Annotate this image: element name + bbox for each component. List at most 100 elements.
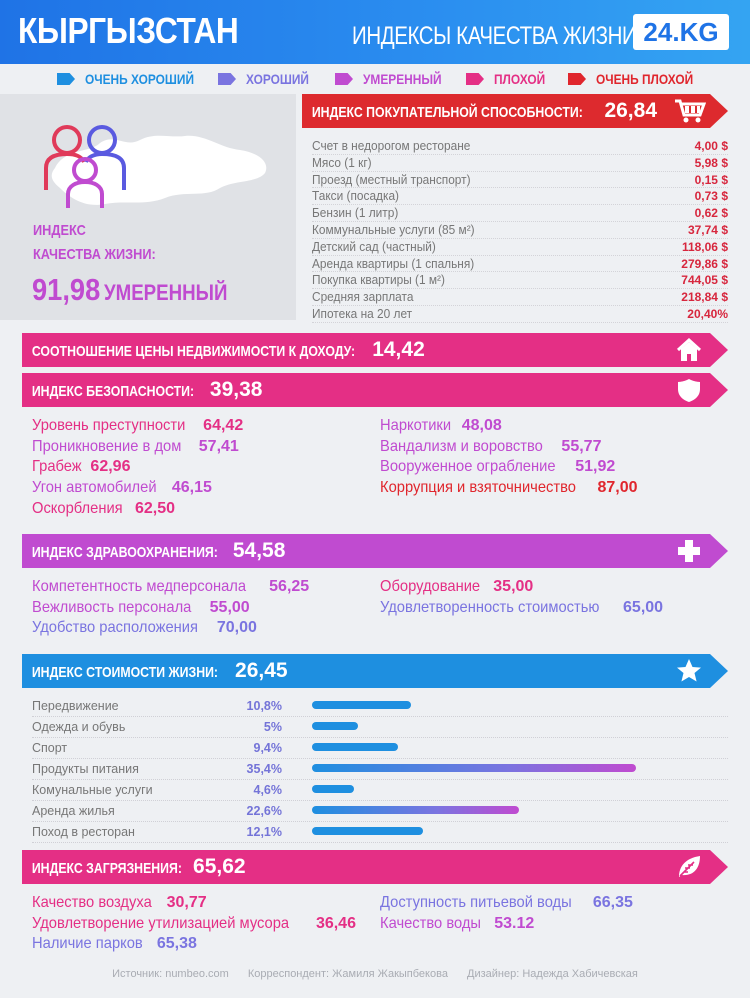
item-name: Удовлетворение утилизацией мусора [32,914,290,932]
list-item: Средняя зарплата 218,84 $ [312,289,728,306]
item-name: Угон автомобилей [32,479,157,497]
footer-author: Корреспондент: Жамиля Жакыпбекова [247,968,448,980]
item-value: 12,1% [246,825,282,839]
item-value: 4,00 $ [694,139,728,153]
footer-source: Источник: numbeo.com [112,968,229,980]
legend-item-good: ХОРОШИЙ [218,69,320,89]
legend-marker [218,73,236,85]
item-name: Одежда и обувь [32,720,126,734]
item-name: Комунальные услуги [32,783,153,797]
legend-label: ХОРОШИЙ [246,71,309,87]
item-value: 66,35 [592,894,633,911]
share-bar [312,785,354,793]
list-item: Такси (посадка) 0,73 $ [312,188,728,206]
shopping-cart-icon [674,98,706,124]
list-item: Аренда квартиры (1 спальня) 279,86 $ [312,256,728,273]
item-name: Передвижение [32,699,119,713]
bar-track [312,743,728,751]
list-item: Ипотека на 20 лет 20,40% [312,306,728,323]
legend-label: ОЧЕНЬ ХОРОШИЙ [85,71,194,87]
list-item: Счет в недорогом ресторане 4,00 $ [312,138,728,155]
list-item: Уровень преступности 64,42 [32,416,243,437]
list-item: Угон автомобилей 46,15 [32,478,243,499]
item-value: 218,84 $ [681,290,728,305]
list-item: Бензин (1 литр) 0,62 $ [312,205,728,222]
legend-label: ПЛОХОЙ [494,71,546,87]
item-value: 37,74 $ [687,222,728,237]
item-value: 5% [263,720,282,734]
banner-label: ИНДЕКС БЕЗОПАСНОСТИ: [31,383,195,400]
share-bar [312,701,411,709]
item-name: Компетентность медперсонала [32,578,247,595]
quality-of-life-panel [0,94,296,320]
leaf-icon [676,854,702,880]
list-item: Детский сад (частный) 118,06 $ [312,239,728,256]
item-name: Оборудование [380,578,481,595]
banner-label: ИНДЕКС ЗАГРЯЗНЕНИЯ: [31,860,182,877]
banner-value: 65,62 [193,855,246,878]
item-name: Вежливость персонала [32,598,192,616]
list-item: Спорт 9,4% [32,738,728,759]
page-title: КЫРГЫЗСТАН [18,10,239,51]
legend-marker [335,73,353,85]
item-value: 20,40% [687,306,728,321]
item-value: 62,50 [135,499,176,517]
quality-level: УМЕРЕННЫЙ [103,280,227,305]
item-name: Удовлетворенность стоимостью [380,598,600,616]
item-name: Ипотека на 20 лет [312,306,413,321]
list-item: Коммунальные услуги (85 м²) 37,74 $ [312,222,728,239]
bar-track [312,827,728,835]
brand-logo[interactable]: 24.KG [633,14,729,50]
item-value: 64,42 [203,417,244,434]
item-value: 30,77 [166,894,207,911]
item-name: Грабеж [32,458,82,476]
item-name: Средняя зарплата [312,290,414,305]
item-value: 57,41 [198,437,239,455]
item-value: 4,6% [253,783,283,797]
page-subtitle: ИНДЕКСЫ КАЧЕСТВА ЖИЗНИ [352,22,637,50]
list-item: Удовлетворение утилизацией мусора 36,46 [32,914,356,935]
item-name: Качество воздуха [32,894,152,911]
item-value: 35,00 [493,578,534,595]
pollution-right-list: Доступность питьевой воды 66,35 Качество… [380,893,633,934]
list-item: Мясо (1 кг) 5,98 $ [312,155,728,172]
banner-value: 39,38 [209,378,263,401]
list-item: Поход в ресторан 12,1% [32,822,728,843]
banner-label: ИНДЕКС ЗДРАВООХРАНЕНИЯ: [31,544,218,561]
item-name: Бензин (1 литр) [312,206,399,221]
item-value: 0,73 $ [694,189,728,204]
pollution-banner: ИНДЕКС ЗАГРЯЗНЕНИЯ: 65,62 [22,850,728,884]
item-value: 0,15 $ [694,172,728,187]
item-name: Детский сад (частный) [312,239,436,254]
item-name: Качество воды [380,914,482,932]
legend-item-bad: ПЛОХОЙ [466,69,554,89]
item-name: Уровень преступности [32,417,186,434]
bar-track [312,701,728,709]
item-name: Продукты питания [32,762,139,776]
list-item: Оскорбления 62,50 [32,499,243,520]
share-bar [312,743,398,751]
item-value: 55,00 [209,598,250,616]
item-value: 56,25 [269,578,310,595]
list-item: Наркотики 48,08 [380,416,638,437]
list-item: Качество воды 53.12 [380,914,633,935]
shield-icon [676,377,702,403]
legend-item-moderate: УМЕРЕННЫЙ [335,69,455,89]
health-left-list: Компетентность медперсонала 56,25 Вежлив… [32,577,309,639]
list-item: Проникновение в дом 57,41 [32,437,243,458]
item-name: Поход в ресторан [32,825,135,839]
item-value: 36,46 [315,914,356,932]
share-bar [312,764,636,772]
item-name: Оскорбления [32,499,123,517]
item-name: Проезд (местный транспорт) [312,172,471,187]
purchasing-list: Счет в недорогом ресторане 4,00 $ Мясо (1… [312,138,728,323]
item-value: 65,38 [156,935,197,953]
item-value: 35,4% [246,762,282,776]
legend-marker [57,73,75,85]
item-name: Доступность питьевой воды [380,894,572,911]
safety-left-list: Уровень преступности 64,42 Проникновение… [32,416,243,519]
list-item: Проезд (местный транспорт) 0,15 $ [312,172,728,189]
property-price-banner: СООТНОШЕНИЕ ЦЕНЫ НЕДВИЖИМОСТИ К ДОХОДУ: 1… [22,333,728,367]
item-value: 62,96 [90,458,131,476]
quality-label-line1: ИНДЕКС [33,222,86,239]
